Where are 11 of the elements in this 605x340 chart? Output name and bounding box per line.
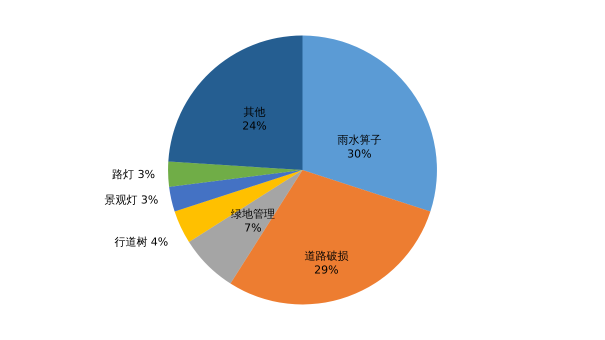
slice-label: 道路破损 <box>304 250 348 263</box>
slice-label: 行道树 4% <box>114 236 168 249</box>
slice-label: 其他 <box>243 105 266 118</box>
slice-label: 绿地管理 <box>230 208 275 221</box>
data-label: 30% <box>347 147 372 160</box>
data-label: 24% <box>242 119 267 132</box>
slice-label: 景观灯 3% <box>104 194 158 207</box>
data-label: 7% <box>244 222 262 235</box>
data-label: 29% <box>314 264 339 277</box>
slice-label: 雨水箅子 <box>337 133 382 146</box>
slice-label: 路灯 3% <box>112 168 156 181</box>
